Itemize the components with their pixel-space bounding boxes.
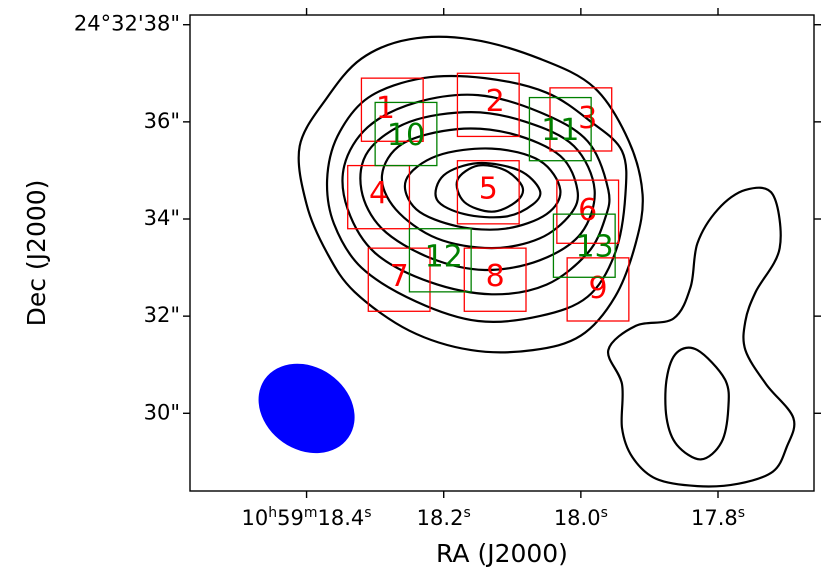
x-axis-title: RA (J2000) [436, 539, 568, 568]
region-label-3: 3 [578, 101, 597, 136]
region-label-13: 13 [575, 230, 613, 265]
x-tick-label-part: 18.0 [554, 506, 601, 530]
x-tick-label-part: s [601, 505, 608, 521]
contour-level-2-2 [297, 35, 644, 354]
region-box-5 [456, 160, 520, 225]
x-tick-label-part: 17.8 [691, 506, 738, 530]
contour-level-1-0 [607, 186, 796, 488]
beam-layer [258, 363, 355, 454]
region-box-12 [408, 228, 472, 293]
y-tick-label-0: 24°32'38" [74, 12, 180, 36]
region-box-7 [367, 247, 431, 312]
region-box-11 [528, 96, 592, 162]
y-tick-label-4: 30" [144, 400, 180, 424]
region-label-8: 8 [486, 259, 505, 294]
region-label-6: 6 [578, 193, 597, 228]
contour-level-7-7 [403, 147, 562, 231]
region-label-1: 1 [376, 91, 395, 126]
region-label-4: 4 [369, 176, 388, 211]
region-box-2 [456, 72, 520, 138]
tick-layer: 10h59m18.4s 18.2s 18.0s 17.8s24°32'38"36"34… [74, 8, 821, 530]
x-tick-label-part: s [738, 505, 745, 521]
y-tick-label-2: 34" [144, 206, 180, 230]
region-label-5: 5 [479, 171, 498, 206]
x-tick-label-part: h [268, 505, 277, 521]
beam-ellipse [258, 363, 355, 454]
region-label-10: 10 [387, 118, 425, 153]
x-tick-label-2: 18.0s [554, 505, 608, 530]
x-tick-label-part: 18.2 [417, 506, 464, 530]
contour-layer [297, 35, 796, 488]
x-tick-label-3: 17.8s [691, 505, 745, 530]
y-tick-label-1: 36" [144, 109, 180, 133]
region-box-3 [549, 87, 613, 152]
y-tick-label-3: 32" [144, 303, 180, 327]
region-label-12: 12 [425, 239, 463, 274]
x-tick-label-part: 59 [277, 506, 304, 530]
x-tick-label-1: 18.2s [417, 505, 471, 530]
x-tick-label-0: 10h59m18.4s [242, 505, 372, 530]
region-box-13 [552, 213, 616, 278]
x-tick-label-part: s [364, 505, 371, 521]
region-box-1 [360, 77, 424, 142]
region-label-11: 11 [541, 113, 579, 148]
y-axis-title: Dec (J2000) [22, 180, 51, 327]
region-box-8 [463, 247, 527, 312]
x-tick-label-part: m [304, 505, 318, 521]
x-tick-label-part: 10 [242, 506, 269, 530]
x-tick-label-part: 18.4 [318, 506, 365, 530]
contour-level-8-8 [434, 161, 542, 219]
region-label-9: 9 [588, 271, 607, 306]
region-label-2: 2 [486, 84, 505, 119]
region-label-7: 7 [390, 259, 409, 294]
x-tick-label-part: s [463, 505, 470, 521]
contour-level-6-6 [380, 127, 580, 250]
contour-level-1-1 [664, 346, 730, 461]
region-box-10 [374, 101, 438, 167]
plot-frame [189, 14, 815, 492]
contour-level-3-3 [325, 74, 628, 323]
region-box-6 [556, 179, 620, 244]
contour-level-5-5 [359, 111, 596, 272]
region-box-9 [566, 257, 630, 322]
